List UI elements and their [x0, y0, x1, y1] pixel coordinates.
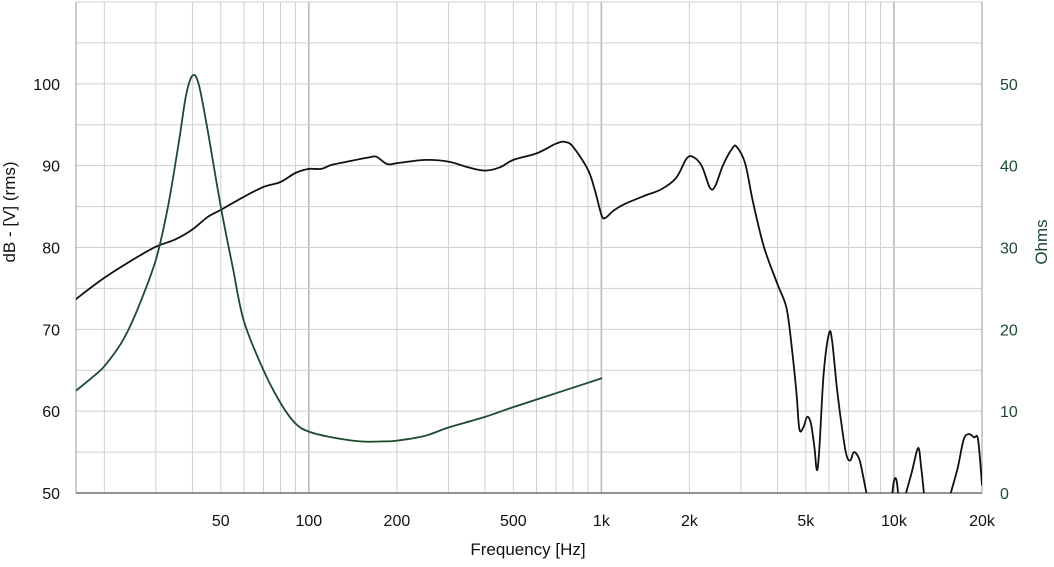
spl-curve-1 [891, 477, 899, 493]
x-tick-label: 200 [384, 513, 411, 530]
x-tick-label: 10k [881, 513, 908, 530]
x-tick-label: 1k [593, 513, 611, 530]
y-tick-label-right: 20 [1000, 322, 1018, 339]
y-tick-label-left: 60 [42, 404, 60, 421]
impedance-curve [76, 73, 603, 443]
spl-curve-3 [949, 433, 982, 493]
y-tick-label-left: 90 [42, 159, 60, 176]
labels-layer: 50 100 200 500 1k 2k 5k 10k 20k 50 60 70 80 90 100 0 10 2… [0, 77, 1051, 559]
x-tick-label: 50 [212, 513, 230, 530]
series-layer [76, 73, 982, 493]
x-tick-label: 100 [295, 513, 322, 530]
x-tick-label: 5k [797, 513, 815, 530]
y-axis-title-left: dB - [V] (rms) [0, 161, 19, 262]
y-tick-label-left: 100 [33, 77, 60, 94]
spl-curve-0 [76, 140, 868, 493]
y-tick-label-right: 40 [1000, 159, 1018, 176]
x-tick-label: 20k [969, 513, 996, 530]
y-tick-label-right: 10 [1000, 404, 1018, 421]
x-tick-label: 500 [500, 513, 527, 530]
axes-layer [75, 2, 983, 494]
y-tick-label-left: 80 [42, 241, 60, 258]
y-tick-label-right: 0 [1000, 486, 1009, 503]
y-tick-label-right: 50 [1000, 77, 1018, 94]
y-tick-label-left: 70 [42, 322, 60, 339]
spl-curve-2 [905, 447, 925, 493]
x-axis-title: Frequency [Hz] [470, 540, 585, 559]
y-tick-label-left: 50 [42, 486, 60, 503]
y-tick-label-right: 30 [1000, 241, 1018, 258]
y-axis-title-right: Ohms [1032, 219, 1051, 264]
grid-layer [76, 1, 983, 494]
x-tick-label: 2k [681, 513, 699, 530]
